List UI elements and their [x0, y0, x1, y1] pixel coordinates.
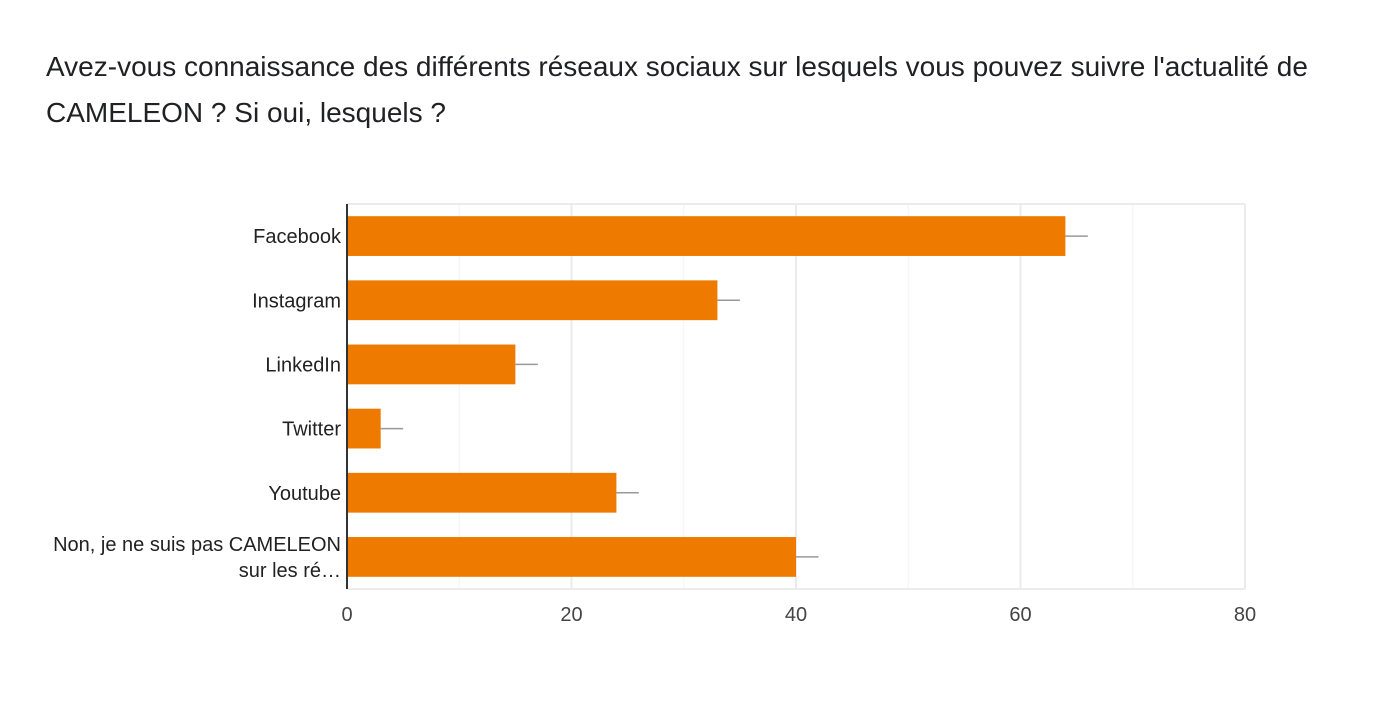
x-tick-label: 40	[785, 604, 807, 626]
bar	[347, 537, 796, 577]
x-tick-label: 0	[341, 604, 352, 626]
question-title: Avez-vous connaissance des différents ré…	[46, 51, 1308, 128]
x-tick-label: 60	[1009, 604, 1031, 626]
category-label: Non, je ne suis pas CAMELEON sur les ré…	[53, 534, 341, 582]
grid-layer	[347, 203, 1246, 590]
bar	[347, 216, 1066, 256]
bar	[347, 344, 516, 385]
bar	[347, 408, 381, 449]
bar	[347, 472, 617, 513]
category-label: LinkedIn	[265, 354, 341, 376]
x-tick-label: 80	[1234, 604, 1256, 626]
category-label: Instagram	[252, 290, 341, 312]
bars-layer	[347, 216, 1088, 577]
bar	[347, 280, 718, 321]
category-label: Youtube	[268, 483, 341, 505]
category-label: Facebook	[253, 226, 342, 248]
category-label: Twitter	[282, 419, 341, 441]
x-tick-label: 20	[560, 604, 582, 626]
labels-layer: Facebook Instagram LinkedIn Twitter Youtube N…	[53, 226, 1256, 626]
